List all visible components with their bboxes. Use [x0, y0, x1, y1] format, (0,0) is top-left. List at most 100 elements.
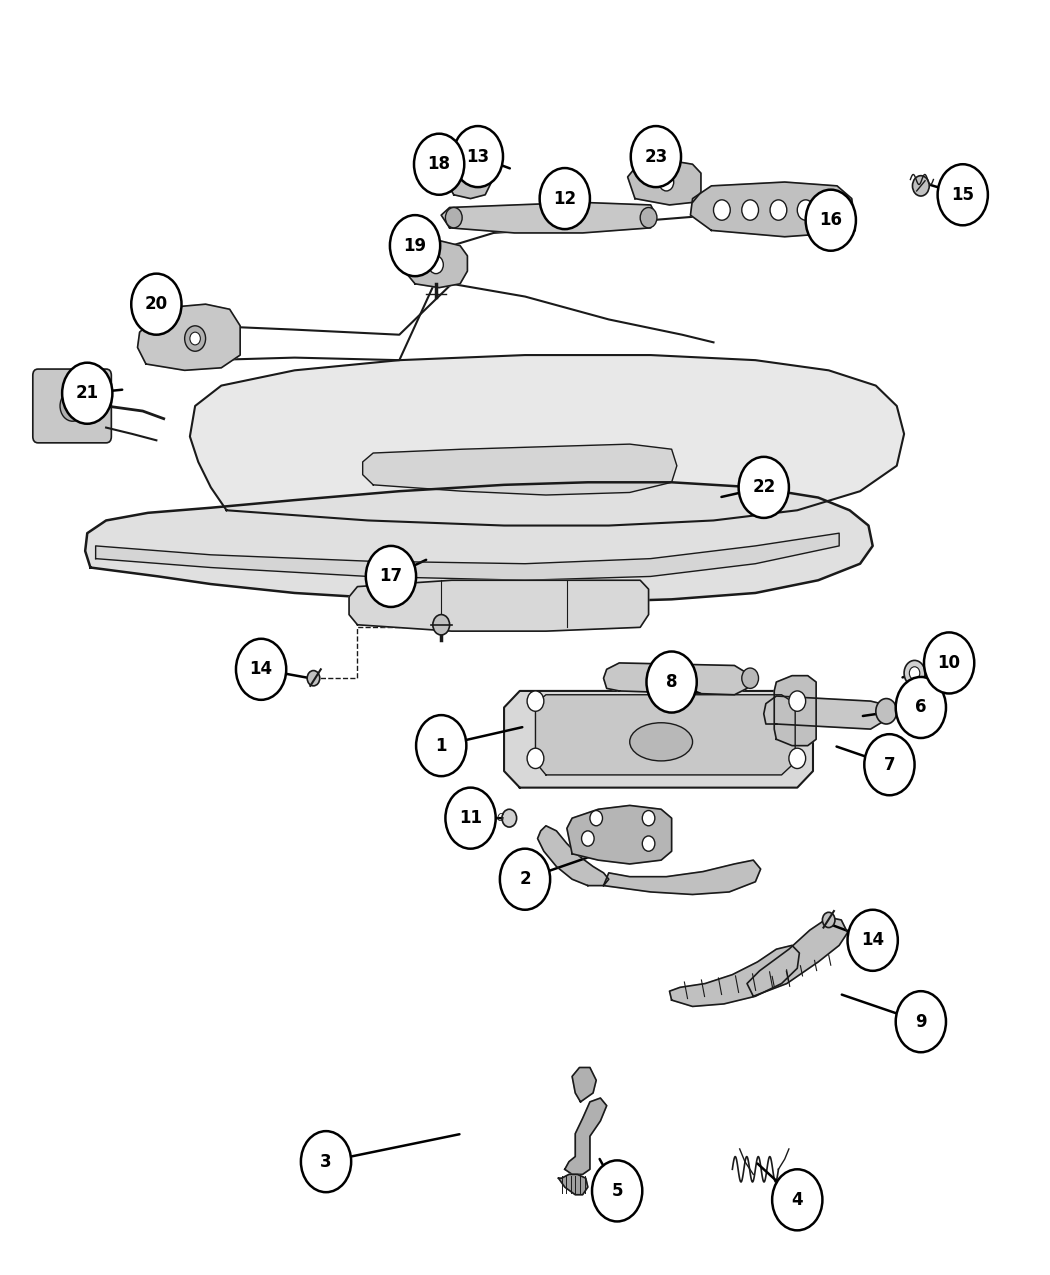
Circle shape — [640, 208, 657, 228]
Circle shape — [540, 168, 590, 230]
Circle shape — [797, 200, 814, 221]
Circle shape — [659, 173, 674, 191]
Polygon shape — [190, 354, 904, 525]
Circle shape — [864, 734, 915, 796]
Circle shape — [190, 333, 201, 346]
Circle shape — [527, 748, 544, 769]
Circle shape — [590, 811, 603, 826]
Circle shape — [582, 831, 594, 847]
Circle shape — [308, 671, 320, 686]
Text: 17: 17 — [379, 567, 402, 585]
Text: 20: 20 — [145, 296, 168, 314]
Circle shape — [62, 362, 112, 423]
Circle shape — [772, 1169, 822, 1230]
Polygon shape — [572, 1067, 596, 1102]
Polygon shape — [349, 580, 649, 631]
Polygon shape — [538, 826, 609, 886]
Text: 14: 14 — [250, 660, 273, 678]
Text: 10: 10 — [938, 654, 961, 672]
Circle shape — [738, 456, 789, 518]
Circle shape — [647, 652, 697, 713]
Polygon shape — [504, 691, 813, 788]
FancyBboxPatch shape — [33, 368, 111, 442]
Circle shape — [428, 256, 443, 274]
Polygon shape — [628, 161, 701, 205]
Ellipse shape — [630, 723, 693, 761]
Circle shape — [236, 639, 287, 700]
Circle shape — [643, 836, 655, 852]
Polygon shape — [774, 676, 816, 746]
Circle shape — [789, 748, 805, 769]
Text: 5: 5 — [611, 1182, 623, 1200]
Polygon shape — [441, 203, 656, 233]
Circle shape — [741, 668, 758, 688]
Polygon shape — [96, 533, 839, 580]
Circle shape — [847, 910, 898, 970]
Text: 15: 15 — [951, 186, 974, 204]
Circle shape — [445, 208, 462, 228]
Circle shape — [912, 176, 929, 196]
Circle shape — [789, 691, 805, 711]
Text: 19: 19 — [403, 237, 426, 255]
Circle shape — [301, 1131, 351, 1192]
Text: 4: 4 — [792, 1191, 803, 1209]
Circle shape — [714, 200, 730, 221]
Circle shape — [365, 546, 416, 607]
Text: 12: 12 — [553, 190, 576, 208]
Polygon shape — [85, 482, 873, 602]
Text: 2: 2 — [519, 871, 531, 889]
Circle shape — [876, 699, 897, 724]
Circle shape — [822, 913, 835, 928]
Polygon shape — [670, 945, 799, 1006]
Text: 22: 22 — [752, 478, 775, 496]
Text: 3: 3 — [320, 1153, 332, 1170]
Polygon shape — [559, 1174, 588, 1195]
Circle shape — [500, 849, 550, 910]
Text: 6: 6 — [916, 699, 926, 717]
Circle shape — [414, 134, 464, 195]
Polygon shape — [446, 161, 491, 199]
Text: 9: 9 — [915, 1012, 927, 1030]
Circle shape — [416, 715, 466, 776]
Circle shape — [390, 215, 440, 277]
Text: 18: 18 — [427, 156, 450, 173]
Circle shape — [924, 632, 974, 694]
Circle shape — [805, 190, 856, 251]
Circle shape — [592, 1160, 643, 1221]
Circle shape — [453, 126, 503, 187]
Circle shape — [60, 390, 85, 421]
Circle shape — [904, 660, 925, 686]
Polygon shape — [536, 695, 795, 775]
Polygon shape — [604, 663, 747, 695]
Text: 21: 21 — [76, 384, 99, 402]
Circle shape — [896, 677, 946, 738]
Circle shape — [770, 200, 786, 221]
Circle shape — [527, 691, 544, 711]
Polygon shape — [567, 806, 672, 864]
Circle shape — [445, 788, 496, 849]
Circle shape — [185, 326, 206, 351]
Text: 13: 13 — [466, 148, 489, 166]
Text: G: G — [496, 813, 504, 824]
Circle shape — [131, 274, 182, 335]
Circle shape — [433, 615, 449, 635]
Circle shape — [896, 991, 946, 1052]
Polygon shape — [763, 696, 886, 729]
Polygon shape — [604, 861, 760, 895]
Circle shape — [643, 811, 655, 826]
Circle shape — [502, 810, 517, 827]
Text: 11: 11 — [459, 810, 482, 827]
Polygon shape — [565, 1098, 607, 1174]
Polygon shape — [747, 918, 847, 996]
Text: 1: 1 — [436, 737, 447, 755]
Polygon shape — [362, 444, 677, 495]
Polygon shape — [404, 241, 467, 288]
Polygon shape — [138, 305, 240, 370]
Circle shape — [938, 164, 988, 226]
Text: 16: 16 — [819, 212, 842, 230]
Polygon shape — [691, 182, 855, 237]
Circle shape — [741, 200, 758, 221]
Text: 7: 7 — [884, 756, 896, 774]
Text: 8: 8 — [666, 673, 677, 691]
Circle shape — [631, 126, 681, 187]
